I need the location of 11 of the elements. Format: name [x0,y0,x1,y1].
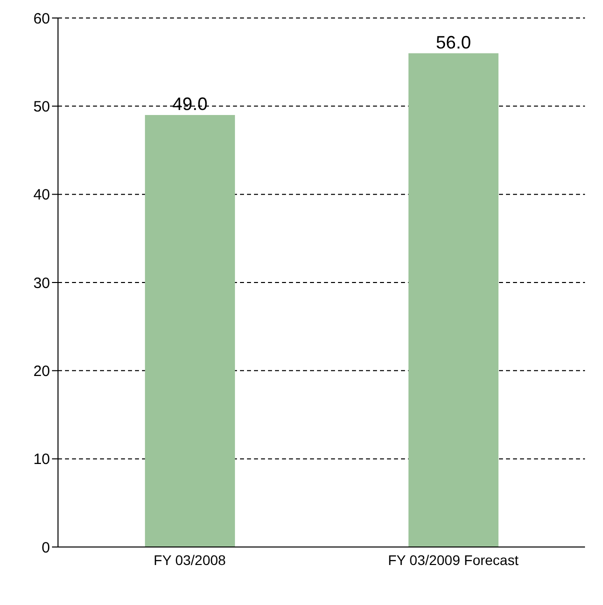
y-tick-label: 40 [33,186,50,204]
x-tick-label: FY 03/2008 [154,552,226,568]
y-tick-label: 30 [33,274,50,292]
y-tick-label: 0 [42,539,50,556]
y-tick-label: 20 [33,362,50,380]
y-tick-label: 50 [33,98,50,116]
y-tick-label: 60 [33,10,50,28]
y-tick-label: 10 [33,451,50,468]
data-label: 56.0 [436,32,471,52]
data-label: 49.0 [172,94,208,114]
x-tick-label: FY 03/2009 Forecast [388,552,519,568]
